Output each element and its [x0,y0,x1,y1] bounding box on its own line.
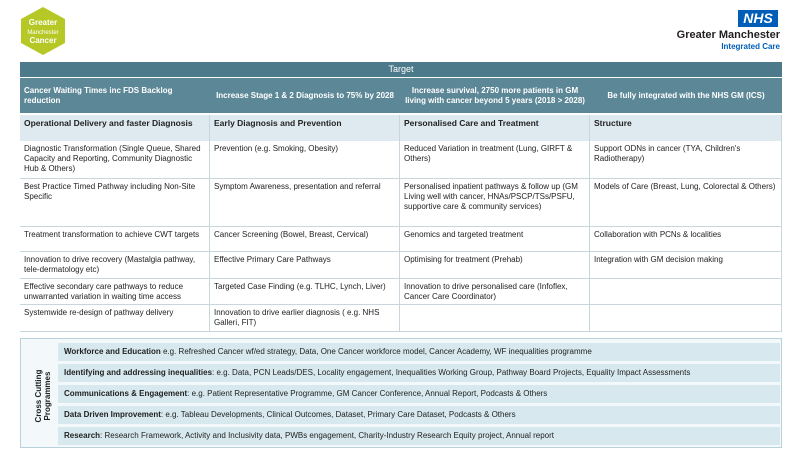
table-cell: Personalised inpatient pathways & follow… [400,179,590,227]
programme-text: : e.g. Patient Representative Programme,… [187,389,548,398]
programme-bar: Data Driven Improvement: e.g. Tableau De… [58,406,780,424]
table-cell: Innovation to drive earlier diagnosis ( … [210,305,400,332]
programme-text: : Research Framework, Activity and Inclu… [100,431,555,440]
target-item: Cancer Waiting Times inc FDS Backlog red… [20,78,210,113]
programme-text: : e.g. Data, PCN Leads/DES, Locality eng… [212,368,691,377]
table-cell: Cancer Screening (Bowel, Breast, Cervica… [210,227,400,252]
table-cell: Integration with GM decision making [590,252,782,279]
programme-title: Identifying and addressing inequalities [64,368,213,377]
table-cell [590,279,782,305]
programme-bar: Research: Research Framework, Activity a… [58,427,780,445]
target-item: Increase Stage 1 & 2 Diagnosis to 75% by… [210,78,400,113]
programme-text: : e.g. Tableau Developments, Clinical Ou… [160,410,516,419]
logo-text: Manchester [27,30,58,36]
target-item: Be fully integrated with the NHS GM (ICS… [590,78,782,113]
logo-text: Greater [29,18,57,27]
table-cell: Prevention (e.g. Smoking, Obesity) [210,141,400,179]
table-cell: Targeted Case Finding (e.g. TLHC, Lynch,… [210,279,400,305]
programme-bar: Communications & Engagement: e.g. Patien… [58,385,780,403]
table-cell: Systemwide re-design of pathway delivery [20,305,210,332]
programme-title: Data Driven Improvement [64,410,161,419]
cross-cutting-label: Cross Cutting Programmes [34,369,52,423]
table-cell: Symptom Awareness, presentation and refe… [210,179,400,227]
logo-hexagon [21,7,65,55]
programme-title: Communications & Engagement [64,389,188,398]
table-cell: Support ODNs in cancer (TYA, Children's … [590,141,782,179]
table-cell: Effective Primary Care Pathways [210,252,400,279]
target-title: Target [20,62,782,77]
table-cell [590,305,782,332]
table-cell: Effective secondary care pathways to red… [20,279,210,305]
gm-cancer-logo: Greater Manchester Cancer [21,7,65,55]
target-item: Increase survival, 2750 more patients in… [400,78,590,113]
table-cell: Collaboration with PCNs & localities [590,227,782,252]
column-header: Structure [590,115,782,141]
programme-text: e.g. Refreshed Cancer wf/ed strategy, Da… [160,347,592,356]
programme-bar: Workforce and Education e.g. Refreshed C… [58,343,780,361]
column-header: Personalised Care and Treatment [400,115,590,141]
programme-title: Workforce and Education [64,347,161,356]
table-cell: Best Practice Timed Pathway including No… [20,179,210,227]
nhs-org-name: Greater Manchester [676,29,780,41]
nhs-badge: NHS [738,10,778,27]
table-cell: Genomics and targeted treatment [400,227,590,252]
nhs-org-sub: Integrated Care [721,42,780,51]
table-cell: Innovation to drive recovery (Mastalgia … [20,252,210,279]
column-header: Operational Delivery and faster Diagnosi… [20,115,210,141]
table-cell: Diagnostic Transformation (Single Queue,… [20,141,210,179]
table-cell [400,305,590,332]
programme-title: Research [64,431,101,440]
table-cell: Optimising for treatment (Prehab) [400,252,590,279]
logo-text: Cancer [29,36,56,45]
table-cell: Reduced Variation in treatment (Lung, GI… [400,141,590,179]
table-cell: Innovation to drive personalised care (I… [400,279,590,305]
table-cell: Treatment transformation to achieve CWT … [20,227,210,252]
programme-bar: Identifying and addressing inequalities:… [58,364,780,382]
table-cell: Models of Care (Breast, Lung, Colorectal… [590,179,782,227]
column-header: Early Diagnosis and Prevention [210,115,400,141]
